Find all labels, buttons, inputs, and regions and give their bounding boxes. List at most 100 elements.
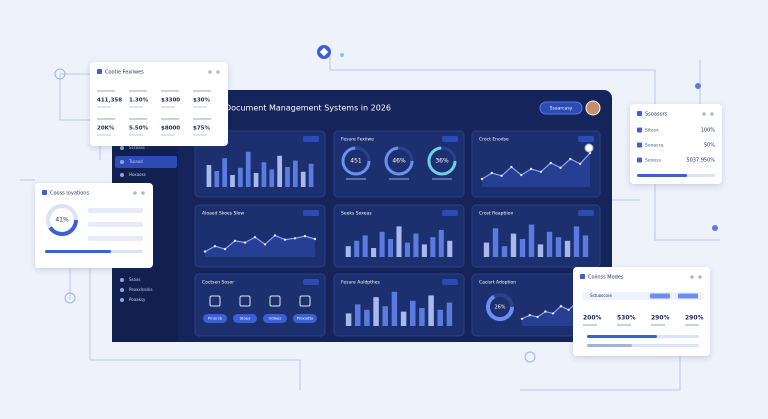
point bbox=[510, 165, 513, 169]
bar bbox=[573, 226, 580, 257]
ring-caption bbox=[432, 178, 452, 180]
button-label[interactable]: Pmorsb bbox=[208, 316, 223, 321]
button[interactable] bbox=[203, 314, 227, 323]
panel-title: Seeks Soxeas bbox=[341, 211, 372, 217]
ring bbox=[427, 146, 457, 176]
ring bbox=[341, 146, 371, 176]
sidebar-item[interactable]: Tsoaxd bbox=[128, 159, 143, 164]
cell-caption bbox=[97, 118, 115, 120]
bar bbox=[300, 171, 306, 187]
button-label[interactable]: Proxiotty bbox=[297, 316, 315, 321]
bar bbox=[430, 237, 436, 257]
sidebar-item[interactable]: Sscoass bbox=[129, 145, 145, 150]
point bbox=[203, 250, 207, 253]
bar bbox=[354, 240, 360, 257]
cell-value: $3300 bbox=[161, 98, 180, 104]
point bbox=[559, 305, 563, 308]
point bbox=[551, 312, 555, 315]
card-dot bbox=[141, 191, 145, 195]
bar bbox=[501, 246, 508, 257]
card-icon bbox=[637, 111, 642, 116]
card-line bbox=[88, 222, 143, 227]
sidebar-icon bbox=[120, 278, 124, 282]
panel bbox=[194, 204, 326, 268]
button-label[interactable]: Stoex bbox=[240, 316, 251, 321]
row-icon bbox=[637, 142, 642, 148]
area bbox=[482, 153, 590, 187]
card bbox=[630, 104, 722, 184]
node bbox=[524, 351, 536, 363]
cell-caption bbox=[97, 106, 111, 108]
area bbox=[205, 235, 315, 257]
sidebar-active bbox=[115, 156, 177, 168]
point bbox=[549, 161, 552, 165]
panel-title: Fesure Fexiiwe bbox=[341, 137, 374, 143]
button[interactable] bbox=[293, 314, 317, 323]
point bbox=[490, 171, 494, 175]
card-title: Ssoasors bbox=[645, 112, 668, 118]
bar bbox=[382, 306, 388, 326]
panel-title: Cacisrt Adoption bbox=[479, 280, 516, 286]
line bbox=[204, 234, 316, 253]
icon bbox=[299, 295, 311, 307]
icon bbox=[239, 295, 251, 307]
search-button[interactable] bbox=[539, 101, 583, 115]
point bbox=[273, 234, 277, 237]
cell-caption bbox=[161, 134, 175, 136]
bar bbox=[222, 158, 227, 187]
dot bbox=[340, 53, 344, 57]
point bbox=[569, 157, 572, 161]
icon bbox=[269, 295, 281, 307]
progress-fill bbox=[587, 335, 657, 338]
bar bbox=[437, 309, 443, 326]
dot bbox=[695, 83, 701, 89]
point bbox=[303, 234, 307, 238]
cell-caption bbox=[193, 106, 207, 108]
sidebar-item[interactable]: Poaaksy bbox=[129, 297, 146, 302]
point bbox=[253, 236, 257, 239]
card-dot bbox=[133, 191, 137, 195]
card-line bbox=[88, 208, 143, 213]
panel-title: Fesure Auldpthes bbox=[341, 280, 381, 286]
ring-label: 451 bbox=[350, 158, 362, 165]
bar bbox=[345, 313, 352, 326]
button-label[interactable]: Vdlees bbox=[269, 316, 282, 321]
sidebar-item[interactable]: Hoxaoss bbox=[129, 172, 146, 177]
connector bbox=[584, 143, 594, 153]
card-dot bbox=[690, 275, 694, 279]
cell-caption bbox=[685, 324, 699, 326]
avatar[interactable] bbox=[585, 100, 601, 116]
point bbox=[578, 162, 582, 165]
bar bbox=[400, 311, 407, 326]
bar bbox=[446, 302, 453, 326]
node bbox=[54, 68, 66, 80]
cell-caption bbox=[617, 324, 631, 326]
icon bbox=[209, 295, 221, 307]
row-icon bbox=[637, 127, 642, 133]
chip-tag bbox=[650, 293, 670, 299]
bar bbox=[253, 173, 259, 187]
cell-caption bbox=[583, 324, 597, 326]
bar bbox=[245, 151, 251, 187]
row-icon bbox=[637, 157, 642, 163]
ring-label: 36% bbox=[435, 158, 449, 165]
button[interactable] bbox=[263, 314, 287, 323]
cell-value: 5.50% bbox=[129, 126, 149, 132]
cell-value: 20K% bbox=[97, 126, 115, 132]
card bbox=[573, 267, 710, 356]
bar bbox=[413, 233, 419, 257]
button[interactable] bbox=[233, 314, 257, 323]
sidebar-item[interactable]: Peoxxlsssks bbox=[129, 287, 153, 292]
chip-tag bbox=[678, 293, 698, 299]
bar bbox=[214, 171, 220, 187]
ring-label: 46% bbox=[392, 158, 406, 165]
cell-caption bbox=[193, 134, 207, 136]
sidebar-item[interactable]: Ssoxs bbox=[129, 277, 140, 282]
panel-chip bbox=[303, 136, 319, 142]
panel-chip bbox=[303, 210, 319, 216]
panel-title: Crost Reaptiion bbox=[479, 211, 514, 217]
ring bbox=[46, 204, 78, 236]
point bbox=[213, 245, 217, 248]
button-label[interactable]: Ssaarcasy bbox=[550, 106, 573, 112]
